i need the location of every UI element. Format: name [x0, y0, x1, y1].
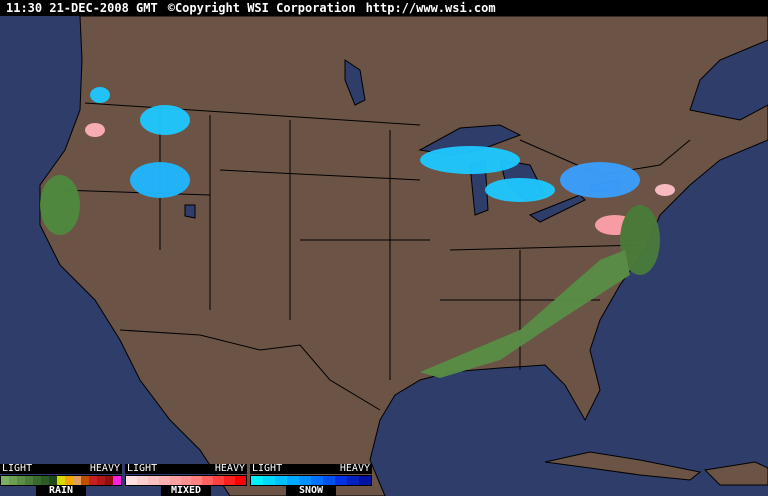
legend-swatch [347, 476, 359, 485]
legend-swatch [323, 476, 335, 485]
land [39, 16, 768, 496]
url-text: http://www.wsi.com [365, 1, 496, 15]
legend-swatch [263, 476, 275, 485]
legend-title: MIXED [161, 486, 211, 496]
legend-swatch [158, 476, 170, 485]
mixed-cell [655, 184, 675, 196]
legend-swatch [224, 476, 236, 485]
legend-swatch [202, 476, 214, 485]
legend-swatch [251, 476, 263, 485]
legend-swatch [89, 476, 97, 485]
legend-rain: LIGHT HEAVY RAIN [0, 464, 122, 496]
legend-swatch [191, 476, 203, 485]
legend-swatch [65, 476, 73, 485]
rain-color-scale [0, 475, 122, 486]
legend-swatch [287, 476, 299, 485]
legend-swatch [147, 476, 159, 485]
legend-swatch [136, 476, 148, 485]
copyright: ©Copyright WSI Corporation [167, 1, 356, 15]
legend-swatch [169, 476, 181, 485]
hispaniola [703, 461, 768, 486]
legend-swatch [97, 476, 105, 485]
legend-swatch [235, 476, 246, 485]
legend-swatch [57, 476, 65, 485]
legend-heavy-label: HEAVY [339, 463, 370, 474]
north-america-landmass [39, 16, 768, 496]
legend-swatch [126, 476, 137, 485]
legend-heavy-label: HEAVY [214, 463, 245, 474]
legend-swatch [73, 476, 81, 485]
legend-swatch [275, 476, 287, 485]
timestamp: 11:30 21-DEC-2008 GMT [6, 1, 158, 15]
legend-swatch [41, 476, 49, 485]
us-mexico-border [119, 329, 381, 411]
legend-light-label: LIGHT [127, 463, 158, 474]
legend-swatch [33, 476, 41, 485]
cuba [544, 451, 702, 481]
lake-erie [528, 194, 586, 223]
legend-swatch [1, 476, 9, 485]
mixed-cell [85, 123, 105, 137]
mixed-color-scale [125, 475, 247, 486]
legend-heavy-label: HEAVY [89, 463, 120, 474]
legend-swatch [17, 476, 25, 485]
legend-swatch [359, 476, 371, 485]
rain-cell [620, 205, 660, 275]
legend-title: SNOW [286, 486, 336, 496]
snow-cell [140, 105, 190, 135]
legend-light-label: LIGHT [2, 463, 33, 474]
great-salt-lake [184, 204, 196, 219]
snow-cell [485, 178, 555, 202]
legend-swatch [105, 476, 113, 485]
header-bar: 11:30 21-DEC-2008 GMT ©Copyright WSI Corp… [0, 0, 768, 16]
snow-cell [420, 146, 520, 174]
legend-light-label: LIGHT [252, 463, 283, 474]
precipitation [40, 87, 675, 378]
lake-winnipeg [344, 59, 366, 106]
legend-swatch [299, 476, 311, 485]
legend-swatch [25, 476, 33, 485]
legend-swatch [113, 476, 121, 485]
legend-swatch [213, 476, 225, 485]
legend-swatch [49, 476, 57, 485]
rain-band [420, 250, 630, 378]
legend-snow: LIGHT HEAVY SNOW [250, 464, 372, 496]
snow-cell [560, 162, 640, 198]
legend-swatch [335, 476, 347, 485]
map [39, 16, 768, 496]
rain-cell [40, 175, 80, 235]
legend-swatch [81, 476, 89, 485]
legend-swatch [311, 476, 323, 485]
snow-cell [130, 162, 190, 198]
legend-swatch [180, 476, 192, 485]
legend-swatch [9, 476, 17, 485]
snow-color-scale [250, 475, 372, 486]
legend-title: RAIN [36, 486, 86, 496]
legend-mixed: LIGHT HEAVY MIXED [125, 464, 247, 496]
snow-cell [90, 87, 110, 103]
